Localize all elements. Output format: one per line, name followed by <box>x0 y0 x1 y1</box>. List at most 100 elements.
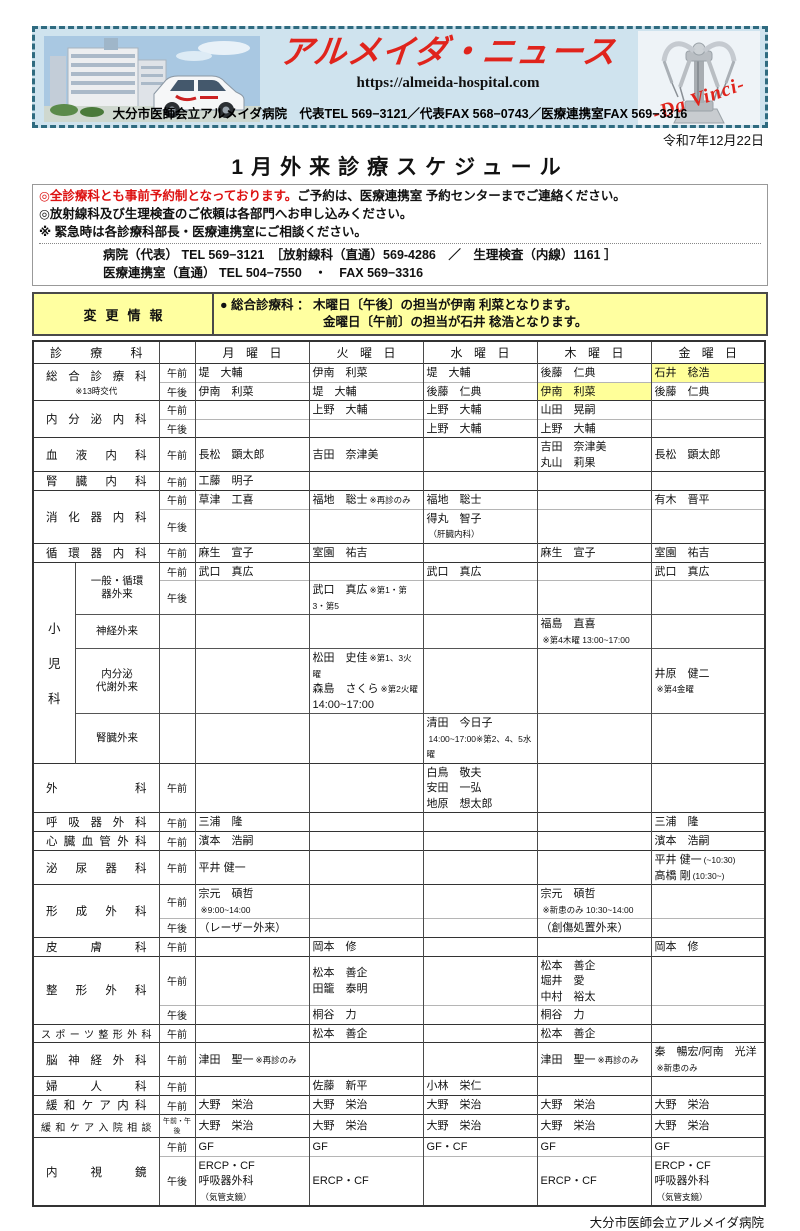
schedule-cell: （レーザー外来） <box>194 918 310 937</box>
department-label: 腎臓内科 <box>32 471 160 491</box>
session-label: 午後 <box>158 418 196 438</box>
notice-line-reservation: ◎全診療科とも事前予約制となっております。ご予約は、医療連携室 予約センターまで… <box>39 187 761 205</box>
schedule-row: 血液内科 午前 長松 顕太郎 吉田 奈津美 吉田 奈津美 丸山 莉果 長松 顕太郎 <box>32 437 766 472</box>
schedule-cell: 福地 聡士 <box>422 490 538 509</box>
doctor-car-illustration <box>153 75 245 118</box>
schedule-cell: 桐谷 力 <box>308 1005 424 1024</box>
schedule-row: 消化器内科 午前 草津 工喜 福地 聡士 ※再診のみ 福地 聡士 有木 晋平 <box>32 490 766 543</box>
schedule-cell <box>194 418 310 438</box>
schedule-cell: 小林 栄仁 <box>422 1076 538 1096</box>
schedule-cell <box>194 400 310 419</box>
notice-line-emergency: ※ 緊急時は各診療科部長・医療連携室にご相談ください。 <box>39 225 367 239</box>
department-label: スポーツ整形外科 <box>32 1023 160 1043</box>
schedule-cell: 平井 健一 (~10:30) 高橋 剛 (10:30~) <box>650 850 766 885</box>
schedule-cell <box>536 713 652 763</box>
schedule-cell: 松田 史佳 ※第1、3火曜 森島 さくら ※第2火曜 14:00~17:00 <box>308 648 424 714</box>
schedule-row: 腎臓外来 清田 今日子 14:00~17:00※第2、4、5水曜 <box>33 713 766 763</box>
department-label: 血液内科 <box>32 437 160 472</box>
schedule-cell <box>536 936 652 956</box>
schedule-cell: 長松 顕太郎 <box>194 437 310 472</box>
session-label: 午後 <box>158 508 196 543</box>
schedule-cell <box>650 713 766 763</box>
session-label: 午前 <box>158 363 196 382</box>
schedule-cell <box>650 884 766 919</box>
newsletter-title: アルメイダ・ニュース <box>277 35 619 71</box>
session-label: 午前 <box>158 1042 196 1077</box>
change-info-body: ● 総合診療科 ： 木曜日〔午後〕の担当が伊南 利菜となります。 金曜日〔午前〕… <box>214 294 766 334</box>
session-label: 午前・午後 <box>158 1114 196 1138</box>
schedule-cell: 得丸 智子（肝臓内科） <box>422 508 538 543</box>
schedule-cell: 堤 大輔 <box>194 363 310 382</box>
schedule-cell <box>422 614 538 649</box>
department-label: 整形外科 <box>32 955 160 1024</box>
schedule-cell: 宗元 碩哲 ※9:00~14:00 <box>194 884 310 919</box>
session-label: 午前 <box>158 400 196 419</box>
schedule-cell <box>536 648 652 714</box>
schedule-cell <box>308 471 424 491</box>
schedule-cell: 後藤 仁典 <box>422 381 538 401</box>
footer-hospital-name: 大分市医師会立アルメイダ病院 <box>589 1216 764 1230</box>
session-label: 午前 <box>158 1095 196 1115</box>
schedule-cell: GF <box>536 1137 652 1156</box>
schedule-cell: 後藤 仁典 <box>650 381 766 401</box>
schedule-cell: 濱本 浩嗣 <box>650 831 766 851</box>
schedule-cell: ERCP・CF <box>536 1155 652 1206</box>
session-label: 午前 <box>158 762 196 813</box>
schedule-cell: 室園 祐吉 <box>308 542 424 562</box>
schedule-row: 総合診療科 ※13時交代 午前堤 大輔 伊南 利菜堤 大輔 後藤 仁典 石井 稔浩 <box>32 363 766 401</box>
schedule-row: 内分泌内科 午前 上野 大輔 上野 大輔 山田 晃嗣 <box>32 400 766 438</box>
schedule-cell <box>536 580 652 615</box>
schedule-cell: 三浦 隆 <box>650 812 766 832</box>
schedule-cell: 上野 大輔 <box>422 400 538 419</box>
change-info-box: 変更情報 ● 総合診療科 ： 木曜日〔午後〕の担当が伊南 利菜となります。 金曜… <box>32 292 768 336</box>
schedule-cell: 清田 今日子 14:00~17:00※第2、4、5水曜 <box>422 713 538 763</box>
schedule-row: 腎臓内科 午前 工藤 明子 <box>32 471 766 491</box>
hospital-building-photo <box>44 36 260 122</box>
schedule-cell <box>422 884 538 919</box>
session-label: 午前 <box>158 542 196 562</box>
schedule-cell: 工藤 明子 <box>194 471 310 491</box>
schedule-cell <box>194 614 310 649</box>
schedule-cell: 大野 栄治 <box>650 1114 766 1138</box>
department-label: 内視鏡 <box>32 1137 160 1206</box>
session-label: 午後 <box>158 1155 196 1206</box>
schedule-cell: 大野 栄治 <box>308 1095 424 1115</box>
session-label: 午後 <box>158 580 196 615</box>
schedule-cell <box>422 1023 538 1043</box>
schedule-cell <box>194 580 310 615</box>
session-label: 午前 <box>158 812 196 832</box>
schedule-cell: ERCP・CF 呼吸器外科 （気管支鏡） <box>650 1155 766 1206</box>
schedule-cell: 福地 聡士 ※再診のみ <box>308 490 424 509</box>
schedule-cell: 上野 大輔 <box>308 400 424 419</box>
subdepartment-label: 神経外来 <box>74 614 160 649</box>
session-label <box>158 614 196 649</box>
session-label: 午前 <box>158 561 196 581</box>
schedule-cell <box>536 762 652 813</box>
schedule-cell <box>308 418 424 438</box>
schedule-cell: 後藤 仁典 <box>536 363 652 382</box>
schedule-cell <box>422 936 538 956</box>
schedule-cell <box>308 918 424 937</box>
schedule-cell <box>422 812 538 832</box>
schedule-cell <box>194 1076 310 1096</box>
schedule-row: 心臓血管外科 午前 濱本 浩嗣 濱本 浩嗣 <box>32 831 766 851</box>
schedule-row: 循環器内科 午前 麻生 宣子 室園 祐吉 麻生 宣子 室園 祐吉 <box>32 542 766 562</box>
schedule-cell <box>422 580 538 615</box>
schedule-cell: 上野 大輔 <box>536 418 652 438</box>
col-header-day-3: 木曜日 <box>536 341 652 364</box>
schedule-cell <box>422 471 538 491</box>
schedule-cell: 松本 善企 田籠 泰明 <box>308 955 424 1006</box>
department-label: 心臓血管外科 <box>32 831 160 851</box>
schedule-cell <box>308 614 424 649</box>
schedule-cell <box>650 471 766 491</box>
schedule-cell <box>194 762 310 813</box>
schedule-cell: 石井 稔浩 <box>650 363 766 382</box>
schedule-cell <box>194 648 310 714</box>
schedule-row: 緩和ケア内科 午前 大野 栄治 大野 栄治 大野 栄治 大野 栄治 大野 栄治 <box>32 1095 766 1115</box>
schedule-row: 午後 （レーザー外来） （創傷処置外来） <box>33 918 766 937</box>
schedule-cell: 武口 真広 ※第1・第3・第5 <box>308 580 424 615</box>
da-vinci-robot-illustration <box>638 31 760 125</box>
schedule-row: 内視鏡 午前 GF GF GF・CF GF GF <box>32 1137 766 1206</box>
department-label: 呼吸器外科 <box>32 812 160 832</box>
department-label: 消化器内科 <box>32 490 160 543</box>
